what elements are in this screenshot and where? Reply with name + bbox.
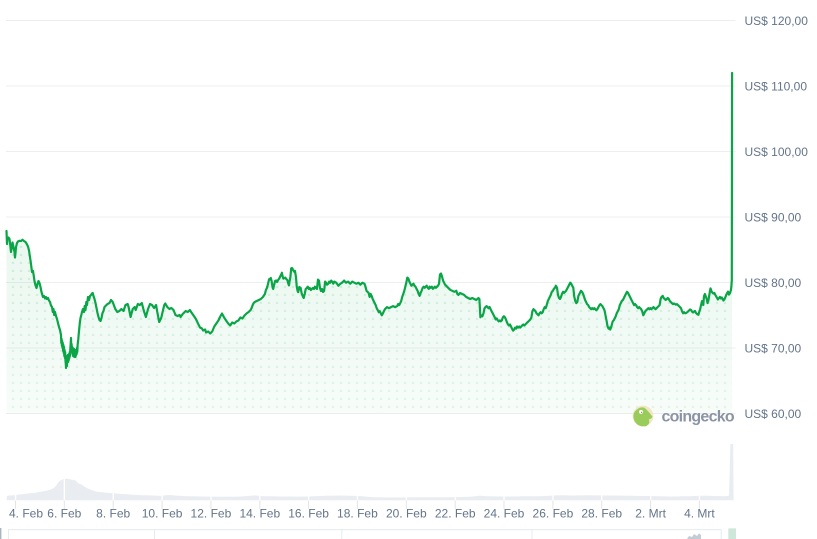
- svg-text:4. Mrt: 4. Mrt: [684, 507, 715, 521]
- svg-text:24. Feb: 24. Feb: [484, 507, 525, 521]
- svg-text:28. Feb: 28. Feb: [581, 507, 622, 521]
- svg-text:16. Feb: 16. Feb: [288, 507, 329, 521]
- svg-text:10. Feb: 10. Feb: [142, 507, 183, 521]
- svg-text:US$ 100,00: US$ 100,00: [745, 145, 809, 159]
- svg-text:US$ 110,00: US$ 110,00: [745, 79, 808, 93]
- svg-text:20. Feb: 20. Feb: [386, 507, 427, 521]
- svg-text:6. Feb: 6. Feb: [47, 507, 81, 521]
- svg-text:US$ 60,00: US$ 60,00: [745, 407, 802, 421]
- svg-text:US$ 90,00: US$ 90,00: [745, 210, 802, 224]
- svg-text:18. Feb: 18. Feb: [337, 507, 378, 521]
- svg-text:coingecko: coingecko: [662, 408, 735, 425]
- svg-text:8. Feb: 8. Feb: [96, 507, 130, 521]
- svg-text:US$ 70,00: US$ 70,00: [745, 341, 802, 355]
- svg-text:22. Feb: 22. Feb: [435, 507, 476, 521]
- svg-text:4. Feb: 4. Feb: [9, 507, 43, 521]
- svg-text:2. Mrt: 2. Mrt: [635, 507, 666, 521]
- svg-text:12. Feb: 12. Feb: [191, 507, 232, 521]
- svg-text:US$ 80,00: US$ 80,00: [745, 276, 802, 290]
- svg-text:US$ 120,00: US$ 120,00: [745, 14, 809, 28]
- svg-text:14. Feb: 14. Feb: [239, 507, 280, 521]
- svg-text:26. Feb: 26. Feb: [533, 507, 574, 521]
